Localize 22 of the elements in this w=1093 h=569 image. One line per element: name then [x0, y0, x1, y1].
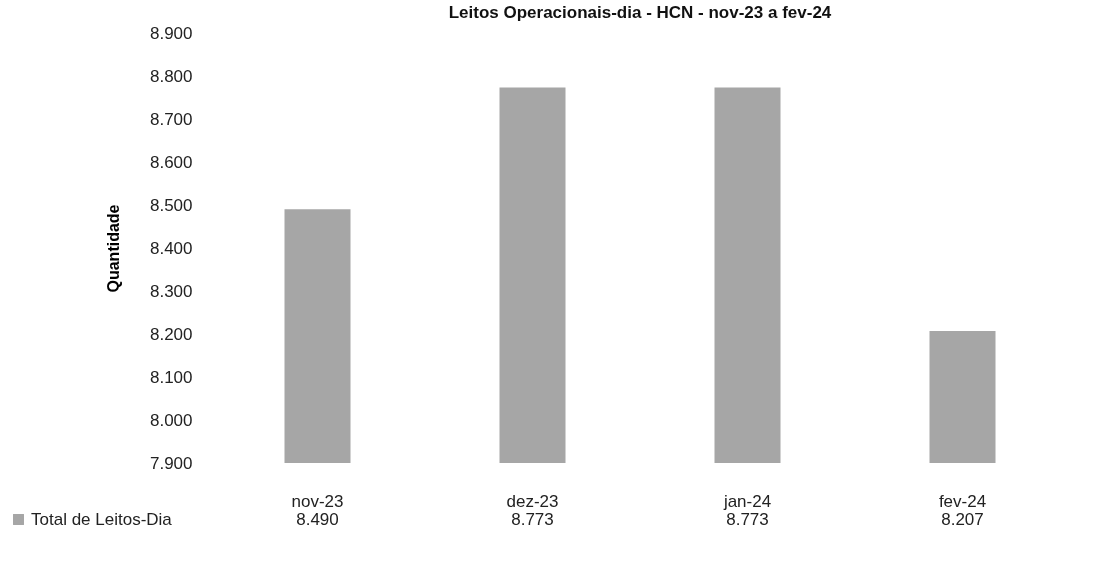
- y-tick-label: 8.900: [149, 23, 193, 43]
- data-label: 8.207: [941, 510, 984, 529]
- y-tick-label: 8.300: [149, 281, 193, 301]
- y-tick-label: 8.600: [149, 152, 193, 172]
- y-tick-label: 8.400: [149, 238, 193, 258]
- x-tick-label: dez-23: [506, 491, 559, 511]
- data-label: 8.773: [726, 510, 769, 529]
- y-tick-label: 8.200: [149, 324, 193, 344]
- data-label: 8.490: [296, 510, 339, 529]
- chart-title: Leitos Operacionais-dia - HCN - nov-23 a fev-24: [448, 3, 832, 22]
- y-tick-label: 8.700: [149, 109, 193, 129]
- y-tick-label: 8.500: [149, 195, 193, 215]
- x-tick-label: jan-24: [722, 491, 772, 511]
- y-tick-label: 8.100: [149, 367, 193, 387]
- x-tick-label: nov-23: [291, 491, 344, 511]
- x-tick-label: fev-24: [938, 491, 987, 511]
- y-axis-title: Quantidade: [104, 204, 122, 293]
- legend-label: Total de Leitos-Dia: [31, 509, 173, 529]
- y-tick-label: 8.800: [149, 66, 193, 86]
- data-label: 8.773: [511, 510, 554, 529]
- y-tick-label: 7.900: [149, 453, 193, 473]
- y-tick-label: 8.000: [149, 410, 193, 430]
